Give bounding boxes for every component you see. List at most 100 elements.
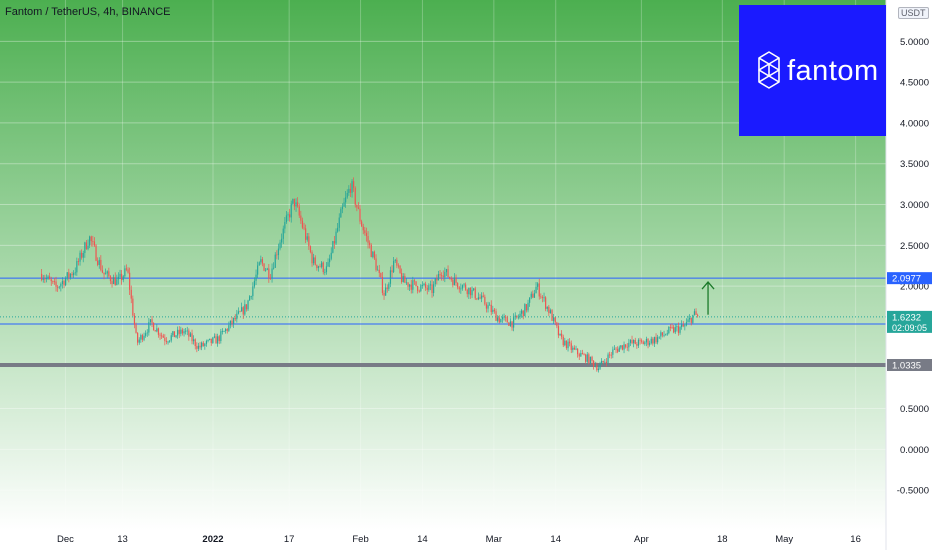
candle-body — [436, 278, 438, 281]
candle — [573, 345, 576, 351]
candle — [551, 309, 553, 322]
candle — [402, 273, 404, 283]
candle-body — [503, 316, 505, 318]
candle — [141, 333, 144, 343]
candle — [108, 267, 110, 278]
candle — [140, 333, 142, 343]
candle-body — [284, 222, 286, 229]
candle — [341, 203, 344, 214]
candle — [677, 322, 680, 336]
candle-body — [527, 302, 529, 311]
time-axis[interactable]: Dec 13 2022 17 Feb 14 Mar 14 Apr 18 May 16 — [57, 534, 861, 545]
candle-body — [65, 278, 67, 286]
level-label-resistance: 2.0977 — [892, 274, 921, 285]
candle-body — [663, 334, 665, 336]
candle-body — [313, 257, 315, 264]
candle-body — [460, 288, 462, 290]
candle — [205, 339, 208, 347]
candle — [105, 268, 107, 275]
candle-body — [492, 309, 494, 313]
candle — [583, 352, 585, 356]
price-tick-label: 2.5000 — [900, 241, 929, 252]
candle-body — [237, 311, 240, 314]
candle-body — [669, 326, 672, 328]
candle-body — [201, 342, 203, 348]
candle — [154, 329, 156, 332]
candle — [541, 295, 544, 303]
candle-body — [628, 342, 630, 348]
candle — [241, 302, 243, 312]
candle — [226, 328, 228, 334]
candle-body — [357, 207, 360, 209]
candle — [669, 324, 672, 332]
candle — [228, 321, 230, 332]
candle — [413, 278, 416, 285]
candle — [365, 227, 368, 242]
candle-body — [431, 284, 433, 293]
candle — [306, 232, 308, 242]
candle-body — [116, 279, 118, 286]
candle — [653, 336, 656, 348]
candle — [418, 289, 420, 293]
candle — [266, 267, 268, 271]
time-tick-label: 13 — [117, 534, 128, 545]
candle — [412, 276, 414, 294]
candle — [661, 332, 664, 338]
candle-body — [140, 335, 142, 340]
candle — [682, 321, 684, 328]
candle-body — [655, 337, 657, 343]
candle-body — [485, 304, 488, 309]
candle-body — [482, 295, 484, 297]
candle-body — [556, 322, 558, 327]
candle-body — [354, 187, 356, 205]
time-tick-label: Apr — [634, 534, 649, 545]
candle-body — [580, 353, 582, 357]
candle — [575, 345, 577, 351]
candle — [602, 360, 604, 365]
candle-body — [682, 324, 684, 327]
candle-body — [289, 214, 291, 218]
candle-body — [493, 309, 496, 312]
candle — [377, 265, 379, 271]
candle-body — [509, 321, 512, 326]
currency-badge[interactable]: USDT — [898, 7, 929, 19]
candle-body — [545, 297, 547, 309]
candle-body — [161, 335, 163, 337]
candle — [437, 270, 440, 281]
candle-body — [303, 227, 305, 229]
candle — [497, 315, 499, 323]
candle-body — [186, 330, 188, 332]
candle — [121, 270, 123, 285]
candle — [445, 268, 448, 277]
candle — [90, 235, 92, 247]
candle-body — [490, 304, 492, 313]
candle-body — [165, 341, 168, 343]
candle-body — [341, 206, 344, 210]
candle-body — [674, 327, 676, 333]
candle — [447, 265, 449, 278]
candle-body — [457, 282, 459, 288]
candle — [261, 257, 264, 267]
candle — [641, 338, 643, 344]
candle-body — [234, 317, 236, 320]
candle-body — [596, 365, 598, 371]
candle — [581, 349, 584, 355]
candle — [477, 292, 480, 301]
price-axis[interactable]: 5.0000 4.5000 4.0000 3.5000 3.0000 2.5000 2.00… — [885, 0, 929, 550]
candle-body — [581, 353, 584, 355]
candle-body — [498, 317, 500, 323]
candle — [465, 282, 467, 291]
candle — [386, 284, 388, 293]
candle-body — [79, 252, 81, 262]
candle — [149, 319, 152, 326]
candle-body — [378, 269, 380, 273]
candle — [613, 345, 616, 350]
candle-body — [434, 278, 436, 285]
candle-body — [247, 300, 249, 310]
candle-body — [530, 293, 532, 298]
candle — [81, 249, 83, 260]
candle — [485, 302, 488, 313]
candle — [353, 177, 355, 192]
candle-body — [209, 338, 211, 340]
